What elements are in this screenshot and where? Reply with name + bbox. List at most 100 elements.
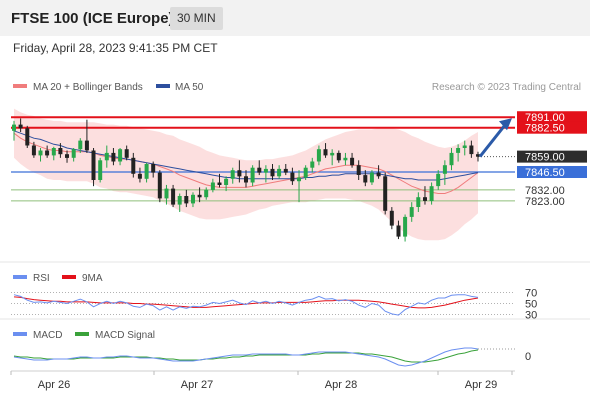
candle-up — [409, 207, 414, 217]
candle-up — [303, 167, 308, 178]
candle-up — [429, 186, 434, 201]
candle-up — [177, 196, 182, 205]
candle-up — [277, 168, 282, 177]
candle-down — [217, 182, 222, 185]
candle-up — [310, 161, 315, 168]
candle-down — [283, 168, 288, 173]
rsi-ma-legend-swatch — [62, 275, 76, 279]
level-label: 7891.00 — [525, 112, 565, 124]
candle-down — [65, 154, 69, 158]
candle-up — [210, 182, 215, 190]
candle-down — [157, 172, 162, 199]
candle-down — [151, 164, 156, 173]
candle-up — [449, 152, 454, 166]
candle-up — [403, 216, 408, 237]
candle-up — [78, 140, 83, 150]
arrow-head-icon — [499, 118, 512, 131]
level-label: 7882.50 — [525, 123, 565, 135]
chart-panel — [0, 36, 590, 400]
x-tick-label: Apr 27 — [181, 379, 213, 391]
candle-down — [137, 173, 142, 179]
candle-down — [323, 149, 328, 156]
candle-down — [45, 150, 50, 156]
rsi-line — [13, 294, 479, 316]
candle-down — [290, 172, 295, 182]
candle-up — [164, 188, 169, 199]
candle-down — [131, 157, 136, 174]
macd-line — [13, 347, 479, 367]
rsi-ma-legend-label: 9MA — [82, 273, 103, 284]
ma20-legend-label: MA 20 + Bollinger Bands — [33, 82, 143, 93]
candle-up — [316, 149, 321, 162]
macd-zero-label: 0 — [525, 351, 531, 363]
candle-up — [456, 148, 461, 153]
candle-up — [369, 172, 374, 183]
candle-up — [51, 148, 56, 156]
chart-header: FTSE 100 (ICE Europe) 30 MIN — [0, 0, 590, 36]
candle-down — [237, 170, 242, 177]
level-label: 7846.50 — [525, 167, 565, 179]
candle-down — [257, 167, 262, 173]
macd-pane: 0 — [13, 347, 531, 367]
level-label: 7859.00 — [525, 152, 565, 164]
candle-down — [350, 157, 355, 166]
candle-up — [230, 170, 235, 179]
candle-up — [224, 178, 229, 185]
candle-up — [297, 177, 301, 182]
x-tick-label: Apr 26 — [38, 379, 70, 391]
pivot-tag — [517, 166, 587, 178]
candle-up — [104, 152, 109, 161]
rsi-level-label: 70 — [525, 288, 537, 300]
candle-down — [58, 148, 63, 155]
rsi-level-label: 50 — [525, 299, 537, 311]
candle-up — [343, 157, 348, 161]
candle-down — [396, 225, 401, 237]
candle-down — [336, 152, 341, 161]
candle-down — [18, 124, 23, 129]
candle-down — [31, 145, 36, 156]
x-axis: Apr 26 Apr 27 Apr 28 Apr 29 — [10, 371, 513, 391]
rsi-legend-swatch — [13, 275, 27, 279]
candle-down — [91, 150, 96, 180]
ma20-legend-swatch — [13, 84, 27, 88]
candle-down — [171, 188, 176, 205]
candle-up — [250, 167, 255, 183]
candle-up — [191, 194, 195, 204]
candle-up — [144, 164, 149, 179]
candle-up — [442, 165, 447, 174]
candle-down — [476, 154, 480, 157]
instrument-title: FTSE 100 (ICE Europe) — [11, 10, 174, 27]
candle-down — [376, 172, 381, 177]
candle-down — [25, 128, 30, 146]
candle-down — [270, 168, 275, 177]
candle-down — [356, 165, 361, 175]
candle-down — [363, 175, 368, 183]
candle-up — [416, 197, 421, 207]
candle-up — [38, 150, 43, 156]
macd-legend-label: MACD — [33, 330, 62, 341]
ma50-legend-swatch — [156, 84, 170, 88]
candle-up — [436, 173, 441, 187]
rsi-legend-label: RSI — [33, 273, 50, 284]
candle-up — [263, 168, 268, 173]
x-tick-label: Apr 29 — [465, 379, 497, 391]
candle-up — [462, 145, 467, 148]
resistance-tag — [517, 121, 587, 134]
x-tick-label: Apr 28 — [325, 379, 357, 391]
candle-up — [204, 189, 209, 198]
macd-legend-swatch — [13, 332, 27, 336]
ma50-legend-label: MA 50 — [175, 82, 204, 93]
timestamp: Friday, April 28, 2023 9:41:35 PM CET — [13, 41, 218, 55]
candle-down — [124, 149, 129, 158]
macd-signal-line — [13, 349, 479, 363]
candle-down — [111, 152, 116, 162]
current-price-tag — [517, 150, 587, 163]
timeframe-badge[interactable]: 30 MIN — [170, 7, 223, 30]
candle-up — [98, 160, 103, 180]
candle-down — [197, 194, 202, 198]
candle-down — [184, 196, 189, 204]
candle-up — [12, 124, 16, 131]
